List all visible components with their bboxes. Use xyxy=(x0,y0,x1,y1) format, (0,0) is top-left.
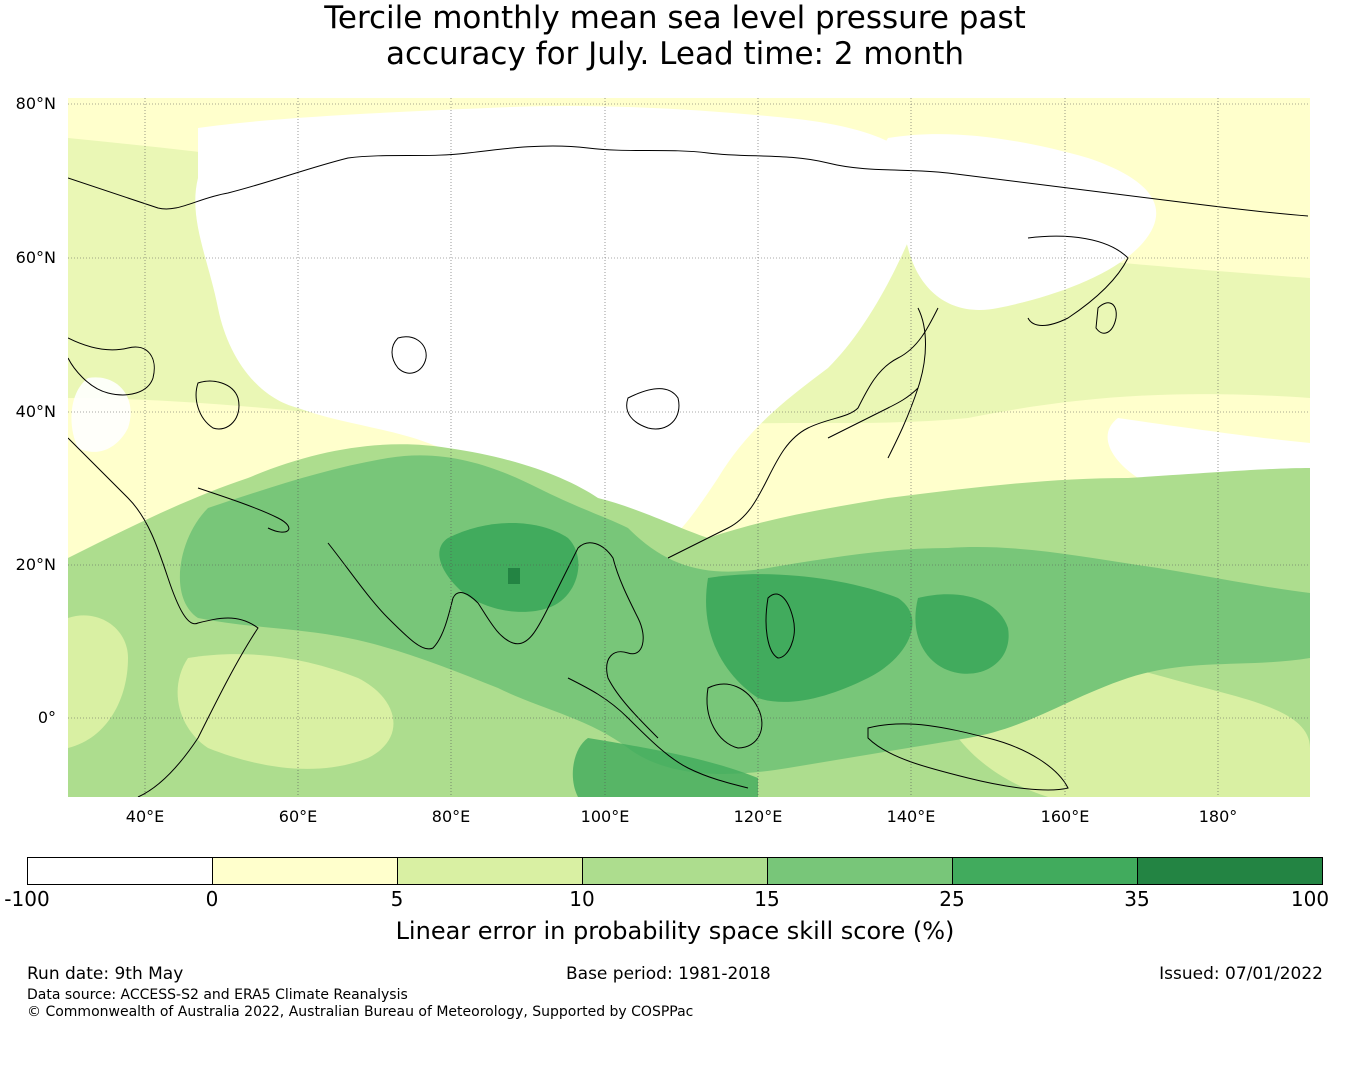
copyright: © Commonwealth of Australia 2022, Austra… xyxy=(27,1004,694,1020)
colorbar-bin-15-25 xyxy=(768,858,953,884)
coastlines xyxy=(68,145,1309,797)
map-title: Tercile monthly mean sea level pressure … xyxy=(0,0,1350,72)
lat-label-20n: 20°N xyxy=(15,555,56,574)
colorbar-bin-25-35 xyxy=(953,858,1138,884)
data-source: Data source: ACCESS-S2 and ERA5 Climate … xyxy=(27,987,408,1003)
lon-label-60e: 60°E xyxy=(278,807,318,826)
title-line-2: accuracy for July. Lead time: 2 month xyxy=(385,36,965,72)
lat-label-40n: 40°N xyxy=(15,402,56,421)
colorbar-bin-neg100-0 xyxy=(28,858,213,884)
lon-label-80e: 80°E xyxy=(431,807,471,826)
lat-label-60n: 60°N xyxy=(15,248,56,267)
colorbar-tick-5: 5 xyxy=(390,887,404,911)
colorbar-tick-35: 35 xyxy=(1124,887,1150,911)
colorbar-bin-10-15 xyxy=(583,858,768,884)
colorbar-tick-25: 25 xyxy=(939,887,965,911)
skill-score-map xyxy=(68,98,1310,797)
colorbar-label: Linear error in probability space skill … xyxy=(395,917,955,945)
colorbar-tick-0: 0 xyxy=(205,887,219,911)
colorbar xyxy=(27,857,1323,885)
colorbar-bin-0-5 xyxy=(213,858,398,884)
colorbar-tick-100: 100 xyxy=(1290,887,1330,911)
colorbar-tick-15: 15 xyxy=(754,887,780,911)
colorbar-tick-neg100: -100 xyxy=(4,887,50,911)
lat-label-equator: 0° xyxy=(37,708,56,727)
lon-label-40e: 40°E xyxy=(125,807,165,826)
lon-label-160e: 160°E xyxy=(1040,807,1090,826)
lon-label-120e: 120°E xyxy=(733,807,783,826)
lon-label-180: 180° xyxy=(1198,807,1238,826)
graticule xyxy=(68,98,1310,797)
map-canvas xyxy=(68,98,1310,797)
run-date: Run date: 9th May xyxy=(27,964,184,984)
colorbar-tick-10: 10 xyxy=(569,887,595,911)
lon-label-140e: 140°E xyxy=(886,807,936,826)
skill-field xyxy=(68,98,1310,797)
colorbar-bin-5-10 xyxy=(398,858,583,884)
base-period: Base period: 1981-2018 xyxy=(566,964,771,984)
lat-label-80n: 80°N xyxy=(15,94,56,113)
issued-date: Issued: 07/01/2022 xyxy=(1159,964,1323,984)
colorbar-bin-35-100 xyxy=(1138,858,1322,884)
title-line-1: Tercile monthly mean sea level pressure … xyxy=(324,0,1026,36)
lon-label-100e: 100°E xyxy=(580,807,630,826)
